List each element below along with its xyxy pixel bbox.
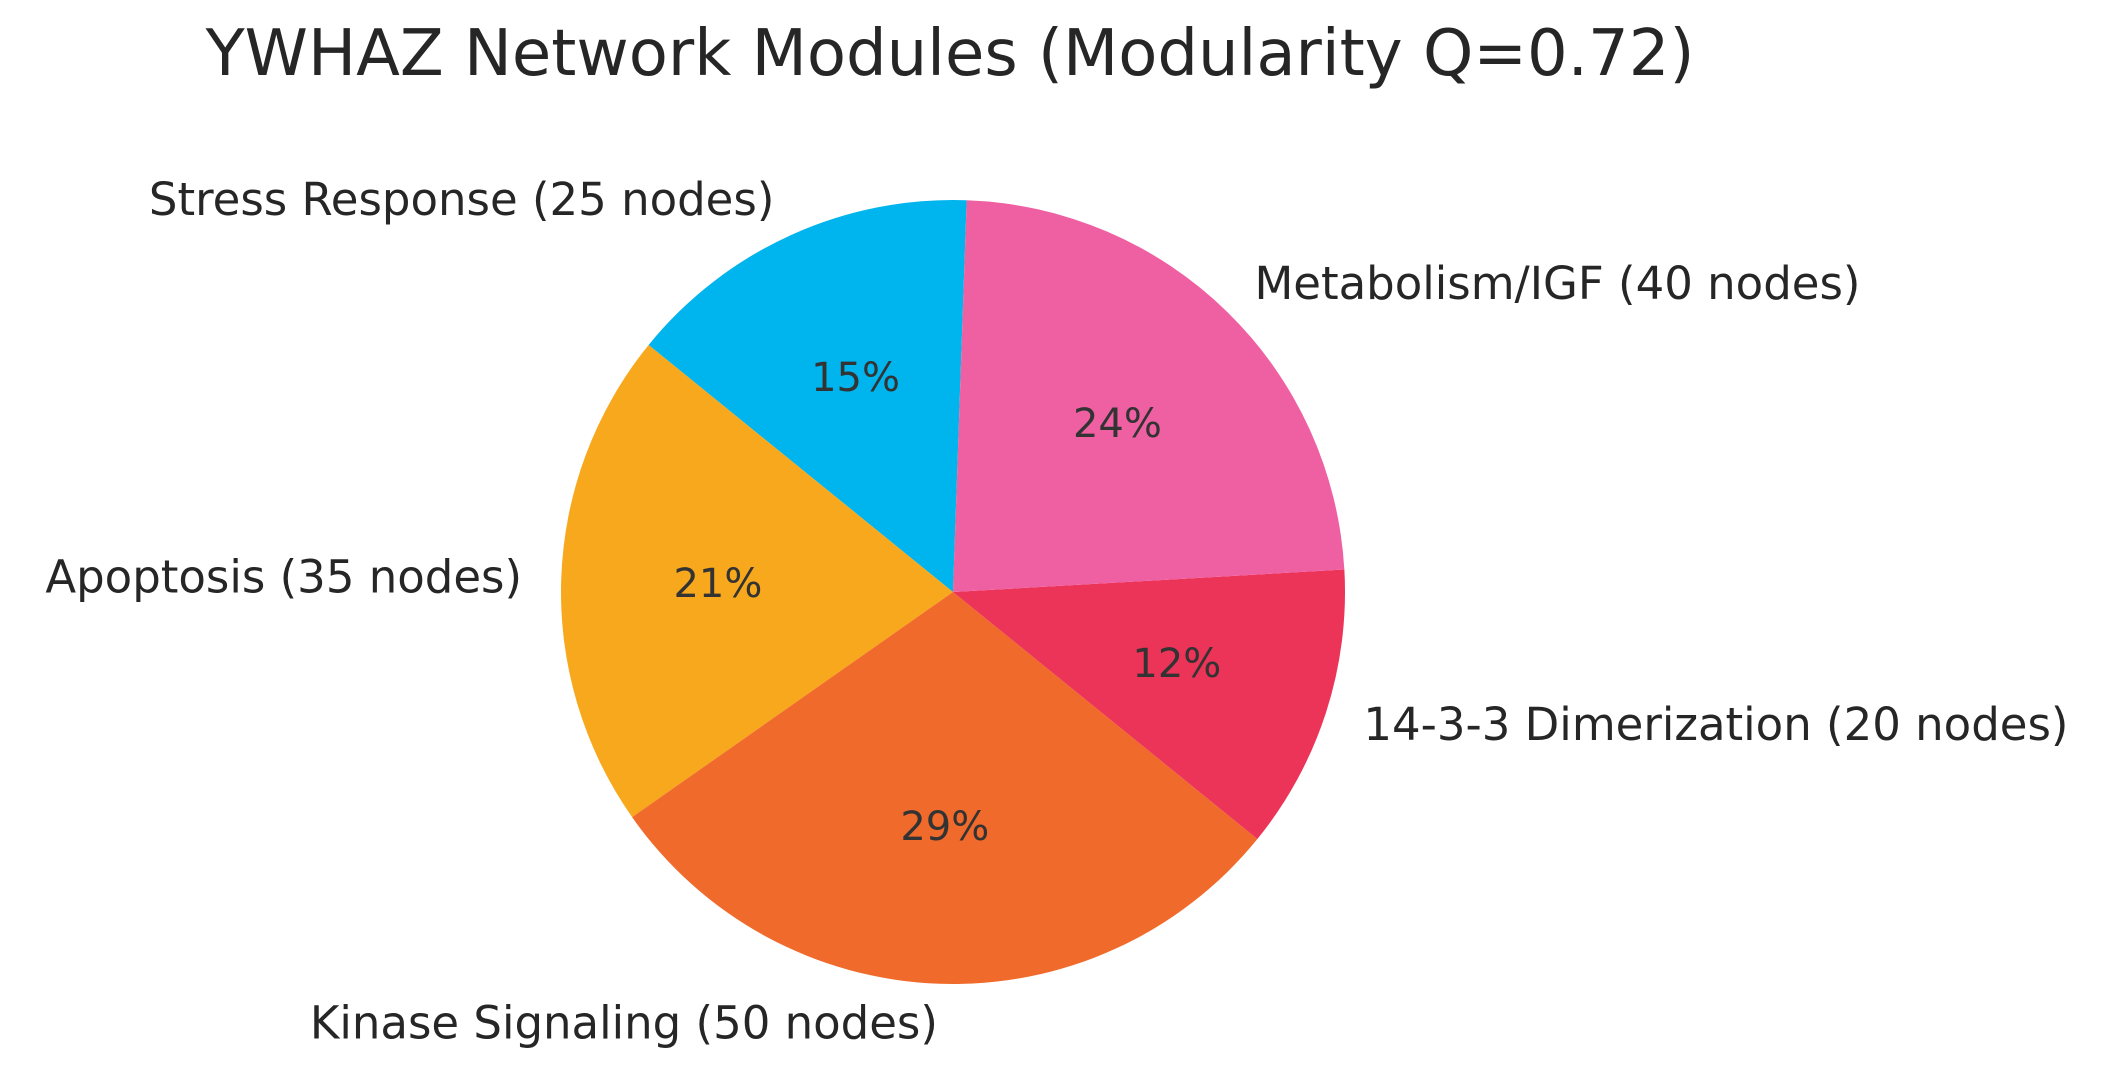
slice-labels: Stress Response (25 nodes) Apoptosis (35 … bbox=[45, 173, 2068, 1049]
slice-label-stress-response: Stress Response (25 nodes) bbox=[149, 173, 774, 226]
slice-label-kinase-signaling: Kinase Signaling (50 nodes) bbox=[310, 996, 938, 1049]
pie-slice-metabolism-igf bbox=[953, 200, 1345, 592]
pct-label-14-3-3-dimerization: 12% bbox=[1132, 641, 1221, 687]
percent-labels: 15% 21% 29% 12% 24% bbox=[673, 355, 1221, 850]
pct-label-stress-response: 15% bbox=[811, 355, 900, 401]
slice-label-metabolism-igf: Metabolism/IGF (40 nodes) bbox=[1254, 257, 1860, 310]
slice-label-14-3-3-dimerization: 14-3-3 Dimerization (20 nodes) bbox=[1363, 698, 2068, 751]
slice-label-apoptosis: Apoptosis (35 nodes) bbox=[45, 550, 522, 603]
pie-slice-stress-response bbox=[648, 200, 967, 593]
pct-label-kinase-signaling: 29% bbox=[900, 804, 989, 850]
pct-label-metabolism-igf: 24% bbox=[1073, 401, 1162, 447]
pie-slices bbox=[561, 200, 1346, 984]
pct-label-apoptosis: 21% bbox=[673, 561, 762, 607]
pie-slice-14-3-3-dimerization bbox=[953, 569, 1346, 840]
chart-title: YWHAZ Network Modules (Modularity Q=0.72… bbox=[205, 17, 1695, 91]
pie-slice-apoptosis bbox=[561, 344, 953, 818]
pie-slice-kinase-signaling bbox=[632, 592, 1258, 984]
